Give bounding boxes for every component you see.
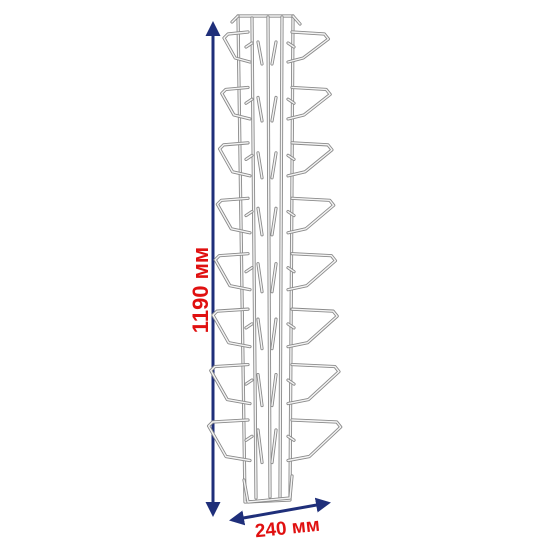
rack-tier-divider-2 — [244, 95, 296, 123]
width-label: 240 мм — [254, 515, 321, 543]
rack-tier-4 — [215, 196, 336, 235]
rack-rail-center — [266, 15, 272, 499]
wire-rack-illustration — [207, 14, 343, 504]
rack-tier-divider-3 — [244, 151, 296, 180]
rack-tier-divider-7 — [244, 372, 296, 408]
rack-tier-5 — [213, 252, 338, 292]
rack-tier-8 — [207, 418, 343, 463]
rack-rail-left — [250, 16, 258, 500]
rack-back-frame — [236, 14, 295, 504]
rack-tier-6 — [211, 307, 339, 349]
rack-tier-divider-4 — [244, 206, 296, 237]
rack-tier-divider-8 — [244, 428, 296, 465]
rack-tier-divider-5 — [244, 262, 296, 294]
rack-tier-7 — [209, 362, 341, 406]
rack-tier-1 — [222, 30, 330, 64]
rack-tier-3 — [218, 141, 334, 178]
rack-tier-divider-6 — [244, 317, 296, 351]
height-label: 1190 мм — [188, 247, 213, 333]
rack-tier-divider-1 — [244, 40, 296, 66]
rack-top-bend — [230, 14, 302, 26]
width-dimension-arrow — [229, 497, 331, 526]
rack-tier-2 — [220, 85, 332, 121]
rack-bottom — [242, 474, 294, 504]
rack-rail-right — [278, 15, 284, 499]
